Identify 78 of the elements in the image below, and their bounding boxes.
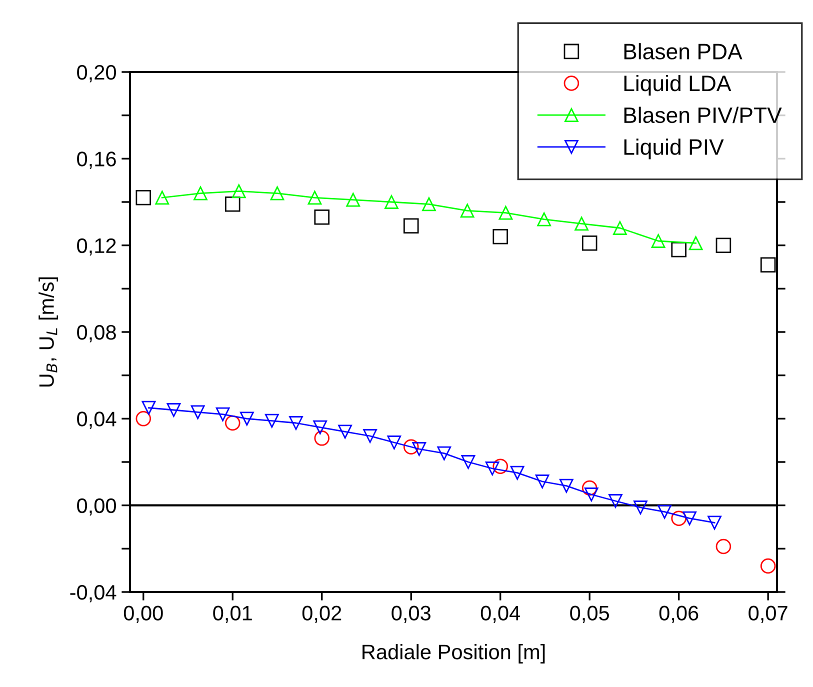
x-tick-label: 0,04 (480, 606, 520, 623)
point (412, 442, 426, 456)
point (264, 414, 279, 428)
point (224, 196, 240, 212)
y-tick-label: 0,08 (77, 325, 116, 342)
point (582, 480, 598, 496)
point (485, 462, 500, 476)
point (535, 474, 550, 488)
point (338, 424, 352, 439)
point (584, 488, 598, 502)
point (232, 184, 246, 198)
x-tick-label: 0,03 (392, 606, 430, 623)
x-tick-label: 0,05 (570, 606, 609, 623)
point (308, 190, 322, 205)
point (194, 186, 208, 200)
point (682, 511, 696, 526)
point (346, 192, 360, 207)
point (716, 538, 732, 554)
point (313, 420, 328, 434)
point (314, 210, 330, 225)
point (166, 403, 181, 417)
point (437, 446, 452, 460)
point (136, 411, 152, 426)
y-tick-label: 0,12 (77, 238, 116, 256)
point (671, 510, 686, 526)
point (422, 197, 436, 212)
point (574, 216, 589, 231)
point (142, 400, 156, 415)
point (403, 218, 419, 234)
x-tick-label: 0,07 (748, 606, 788, 623)
point (461, 455, 476, 469)
point (559, 478, 574, 493)
point (760, 257, 776, 272)
y-axis-title: U$_{B}$, U$_{L}$ [m/s] (38, 277, 58, 387)
point (314, 430, 330, 446)
point (384, 195, 398, 209)
y-tick-label: -0,04 (70, 585, 116, 602)
x-tick-label: 0,02 (302, 606, 342, 623)
point (608, 494, 622, 508)
y-tick-label: 0,04 (77, 412, 116, 429)
y-tick-label: 0,16 (77, 152, 116, 169)
point (612, 221, 627, 235)
point (190, 405, 205, 420)
legend-label: Blasen PIV/PTV (624, 106, 782, 124)
point (387, 436, 402, 450)
point (537, 212, 552, 226)
point (671, 242, 686, 258)
point (582, 236, 598, 251)
point (688, 236, 703, 250)
x-tick-label: 0,00 (124, 606, 163, 623)
point (658, 504, 672, 519)
x-tick-label: 0,06 (659, 606, 698, 623)
point (492, 458, 508, 474)
point (651, 234, 666, 248)
point (136, 190, 152, 206)
point (224, 415, 240, 431)
point (403, 439, 419, 454)
point (289, 416, 303, 430)
point (460, 204, 474, 218)
point (634, 500, 648, 514)
point (498, 206, 513, 220)
legend-label: Liquid PIV (624, 138, 724, 160)
point (510, 466, 524, 480)
legend-label: Blasen PDA (624, 43, 742, 60)
x-axis-title: Radiale Position [m] (362, 644, 545, 664)
point (240, 412, 254, 426)
point (216, 407, 230, 422)
point (492, 229, 508, 244)
point (155, 190, 170, 205)
legend-label: Liquid LDA (624, 74, 732, 96)
x-tick-label: 0,01 (213, 606, 252, 623)
point (708, 516, 722, 530)
y-tick-label: 0,00 (77, 498, 116, 516)
point (270, 186, 284, 200)
point (363, 429, 378, 443)
y-tick-label: 0,20 (77, 65, 116, 82)
point (716, 238, 732, 253)
point (760, 558, 776, 574)
